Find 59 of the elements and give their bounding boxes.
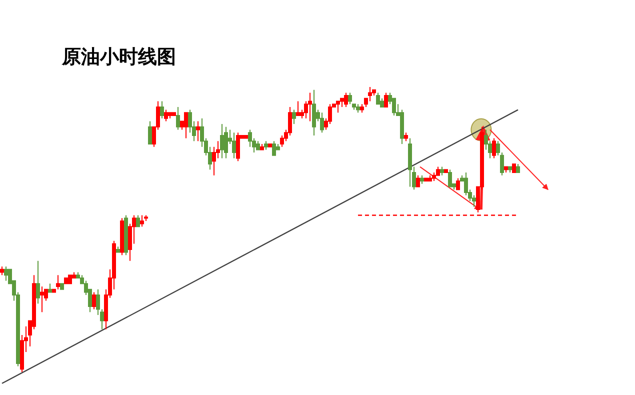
candlestick — [424, 178, 428, 182]
candlestick — [140, 214, 144, 228]
candlestick — [4, 266, 8, 282]
candlestick — [232, 132, 236, 159]
candlestick — [0, 266, 4, 276]
candlestick — [292, 109, 296, 125]
candlestick — [120, 218, 124, 256]
candlestick — [164, 109, 168, 122]
candlestick — [60, 283, 64, 290]
candlestick — [196, 120, 200, 142]
candlestick — [492, 138, 496, 159]
candlestick — [440, 166, 444, 176]
candlestick — [40, 286, 44, 313]
candlestick — [404, 132, 408, 142]
candlestick — [64, 277, 68, 284]
candlestick — [456, 178, 460, 190]
candlestick — [256, 140, 260, 150]
candlestick — [184, 112, 188, 139]
candlestick — [244, 134, 248, 139]
candlestick — [516, 163, 520, 173]
candlestick — [512, 163, 516, 173]
candlestick — [68, 274, 72, 284]
candlestick — [236, 132, 240, 162]
candlestick — [224, 126, 228, 159]
candlestick — [336, 100, 340, 114]
candlestick — [172, 112, 176, 116]
candlestick — [356, 104, 360, 114]
candlestick — [320, 112, 324, 134]
candlestick — [176, 106, 180, 130]
candlestick — [296, 100, 300, 116]
candlestick — [136, 214, 140, 228]
candlestick — [344, 92, 348, 108]
candlestick — [124, 214, 128, 256]
candlestick — [428, 174, 432, 182]
candlestick — [260, 144, 264, 150]
candlestick — [48, 283, 52, 293]
candlestick — [312, 89, 316, 136]
candlestick — [168, 112, 172, 119]
candlestick — [416, 174, 420, 188]
candlestick — [268, 144, 272, 148]
candlestick — [56, 274, 60, 290]
candlestick — [504, 166, 508, 173]
candlestick — [272, 140, 276, 156]
candlestick — [148, 120, 152, 144]
candlestick — [36, 260, 40, 304]
candlestick — [92, 292, 96, 310]
candlestick — [384, 92, 388, 108]
candlestick — [160, 100, 164, 119]
candlestick — [508, 166, 512, 173]
candlestick — [448, 169, 452, 188]
candlestick — [408, 138, 412, 188]
candlestick — [116, 246, 120, 253]
candlestick — [264, 140, 268, 150]
chart-title: 原油小时线图 — [61, 46, 176, 68]
candlestick — [420, 174, 424, 184]
candlestick — [376, 92, 380, 105]
candlestick — [308, 92, 312, 122]
candlestick — [220, 124, 224, 159]
candlestick — [444, 169, 448, 173]
